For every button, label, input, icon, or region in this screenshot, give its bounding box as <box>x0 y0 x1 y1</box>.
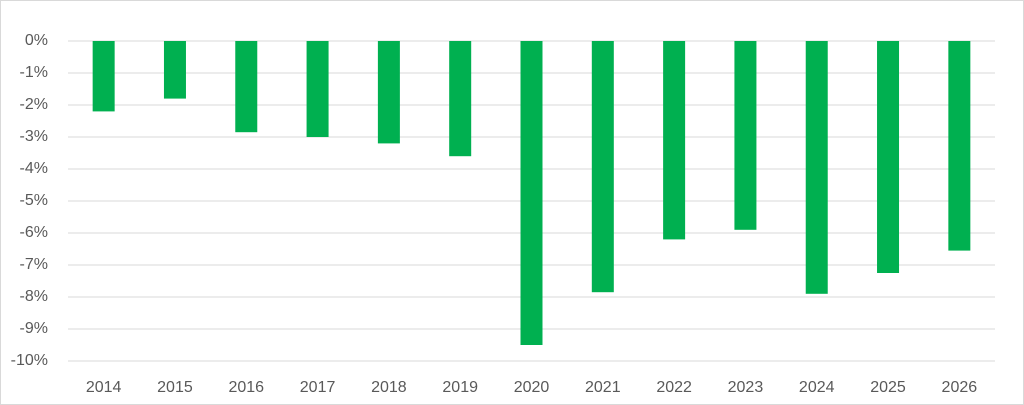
y-tick-label: -6% <box>20 224 48 241</box>
y-tick-label: -9% <box>20 320 48 337</box>
y-tick-label: -5% <box>20 192 48 209</box>
y-tick-label: -8% <box>20 288 48 305</box>
bar <box>92 41 115 112</box>
bar <box>449 41 472 157</box>
bar <box>663 41 686 240</box>
bar <box>805 41 828 294</box>
x-tick-label: 2023 <box>728 379 764 396</box>
bar <box>306 41 329 137</box>
x-tick-label: 2014 <box>86 379 122 396</box>
bar <box>520 41 543 345</box>
y-tick-label: -10% <box>11 352 48 369</box>
x-tick-label: 2024 <box>799 379 835 396</box>
x-tick-label: 2015 <box>157 379 193 396</box>
x-tick-label: 2019 <box>442 379 478 396</box>
bar <box>591 41 614 293</box>
x-tick-label: 2020 <box>514 379 550 396</box>
y-tick-label: -1% <box>20 64 48 81</box>
bar <box>734 41 757 230</box>
y-tick-label: -3% <box>20 128 48 145</box>
x-tick-label: 2021 <box>585 379 621 396</box>
bar <box>163 41 186 99</box>
y-tick-label: -2% <box>20 96 48 113</box>
y-tick-label: 0% <box>25 32 48 49</box>
x-tick-label: 2018 <box>371 379 407 396</box>
bar <box>948 41 971 251</box>
bar <box>377 41 400 144</box>
bar <box>235 41 258 133</box>
x-tick-label: 2017 <box>300 379 336 396</box>
y-tick-label: -7% <box>20 256 48 273</box>
y-tick-label: -4% <box>20 160 48 177</box>
x-tick-label: 2025 <box>870 379 906 396</box>
bar <box>877 41 900 273</box>
x-tick-label: 2026 <box>942 379 978 396</box>
x-tick-label: 2016 <box>228 379 264 396</box>
x-tick-label: 2022 <box>656 379 692 396</box>
